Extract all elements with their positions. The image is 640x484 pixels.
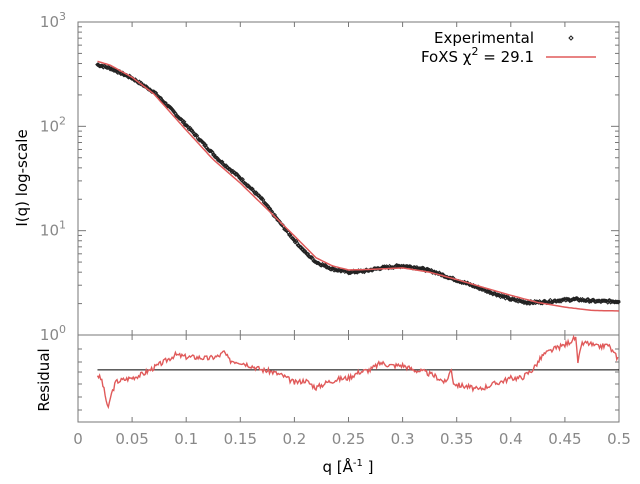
experimental-point bbox=[299, 246, 305, 252]
legend-label-experimental: Experimental bbox=[434, 29, 534, 47]
x-axis-label-suffix: ] bbox=[363, 458, 374, 476]
experimental-point bbox=[505, 295, 510, 300]
experimental-point bbox=[509, 297, 513, 301]
residual-axis-label: Residual bbox=[35, 348, 53, 411]
foxs-fit-line bbox=[97, 60, 620, 312]
experimental-point bbox=[181, 119, 187, 125]
y-tick-label: 102 bbox=[40, 114, 66, 135]
x-tick-label: 0.5 bbox=[607, 430, 631, 448]
experimental-point bbox=[517, 298, 523, 304]
y-tick-label: 101 bbox=[40, 219, 66, 240]
experimental-point bbox=[168, 106, 172, 110]
legend-foxs-suffix: = 29.1 bbox=[478, 48, 534, 66]
experimental-point bbox=[487, 290, 491, 294]
y-tick-label: 103 bbox=[40, 10, 66, 31]
experimental-point bbox=[558, 298, 561, 302]
experimental-point bbox=[292, 239, 298, 245]
experimental-point bbox=[417, 266, 421, 270]
x-axis-label-prefix: q [Å bbox=[322, 457, 353, 476]
x-tick-label: 0 bbox=[73, 430, 83, 448]
experimental-point bbox=[595, 299, 599, 303]
x-tick-label: 0.4 bbox=[499, 430, 523, 448]
y-tick-label: 100 bbox=[40, 323, 66, 344]
experimental-point bbox=[211, 152, 216, 158]
experimental-point bbox=[201, 141, 204, 144]
experimental-point bbox=[260, 197, 264, 201]
experimental-point bbox=[96, 63, 99, 67]
experimental-point bbox=[314, 260, 318, 264]
experimental-point bbox=[238, 176, 242, 180]
experimental-point bbox=[297, 244, 303, 250]
main-plot-frame bbox=[77, 21, 620, 336]
experimental-point bbox=[184, 123, 188, 127]
legend-foxs-sup: 2 bbox=[471, 45, 478, 58]
experimental-point bbox=[510, 297, 516, 302]
experimental-point bbox=[574, 297, 578, 301]
experimental-point bbox=[617, 299, 621, 303]
legend-label-foxs: FoXS χ2 = 29.1 bbox=[421, 45, 534, 66]
residual-line bbox=[96, 334, 619, 410]
x-tick-label: 0.35 bbox=[440, 430, 473, 448]
residual-plot-panel: 0 0.05 0.1 0.15 0.2 0.25 0.3 0.35 0.4 0.45 0.5 bbox=[73, 334, 631, 448]
legend: Experimental FoXS χ2 = 29.1 bbox=[421, 29, 596, 66]
x-tick-label: 0.1 bbox=[174, 430, 198, 448]
x-axis-label: q [Å-1 ] bbox=[322, 457, 373, 476]
experimental-point bbox=[347, 270, 350, 274]
residual-plot-frame bbox=[77, 334, 620, 423]
experimental-series bbox=[95, 62, 621, 306]
experimental-point bbox=[303, 250, 307, 254]
x-axis-label-sup: -1 bbox=[353, 458, 363, 469]
legend-foxs-prefix: FoXS χ bbox=[421, 48, 472, 66]
y-axis-label: I(q) log-scale bbox=[13, 129, 31, 226]
experimental-point bbox=[287, 232, 292, 238]
experimental-point bbox=[363, 269, 367, 273]
experimental-point bbox=[584, 297, 590, 302]
x-tick-label: 0.2 bbox=[282, 430, 306, 448]
experimental-point bbox=[525, 301, 529, 304]
experimental-point bbox=[482, 288, 488, 294]
experimental-point bbox=[401, 264, 404, 268]
experimental-point bbox=[293, 238, 296, 242]
x-tick-label: 0.15 bbox=[224, 430, 257, 448]
experimental-point bbox=[226, 166, 232, 172]
experimental-point bbox=[109, 66, 112, 70]
x-tick-label: 0.45 bbox=[548, 430, 581, 448]
experimental-point bbox=[217, 158, 221, 161]
main-plot-panel: 100 101 102 103 bbox=[40, 10, 621, 422]
x-tick-label: 0.25 bbox=[332, 430, 365, 448]
x-tick-label: 0.3 bbox=[391, 430, 415, 448]
experimental-point bbox=[501, 293, 506, 299]
x-tick-label: 0.05 bbox=[115, 430, 148, 448]
experimental-point bbox=[330, 267, 334, 271]
legend-marker-experimental bbox=[568, 35, 574, 41]
